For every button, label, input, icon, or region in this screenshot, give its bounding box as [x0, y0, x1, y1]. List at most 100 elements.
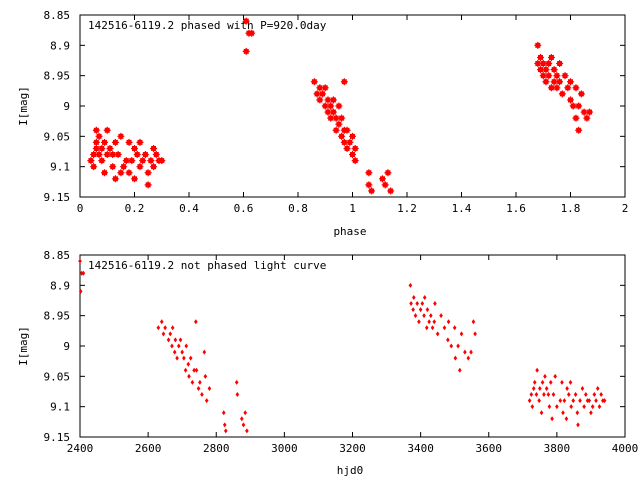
phased-plot-data-point-cross — [567, 96, 574, 104]
phased-plot-data-point-cross — [349, 151, 356, 159]
unphased-plot-data-point — [207, 385, 212, 391]
phased-plot-data-point-cross — [556, 60, 564, 68]
unphased-plot-data-point — [420, 301, 425, 307]
unphased-plot-data-point — [590, 404, 595, 410]
phased-plot-data-point-cross — [120, 163, 128, 171]
unphased-plot-data-point — [546, 392, 551, 398]
unphased-plot-points — [78, 258, 607, 434]
phased-plot-y-tick-label: 9.15 — [44, 191, 71, 204]
phased-plot-data-point-cross — [550, 66, 558, 74]
phased-plot-data-point-cross — [547, 53, 555, 61]
unphased-plot-data-point — [180, 349, 184, 355]
phased-plot-data-point-cross — [248, 29, 256, 37]
phased-plot-y-tick-label: 9.05 — [44, 130, 71, 143]
unphased-plot-data-point — [457, 367, 462, 373]
phased-plot-data-point-cross — [117, 169, 125, 177]
unphased-plot-data-point — [456, 343, 460, 349]
unphased-plot-y-tick-label: 9.05 — [44, 370, 71, 383]
phased-plot-x-tick-label: 1.8 — [561, 202, 581, 215]
unphased-plot-data-point — [573, 392, 578, 398]
unphased-plot-data-point — [433, 301, 437, 307]
phased-plot-data-point-cross — [92, 138, 100, 146]
phased-plot-data-point-cross — [340, 78, 348, 86]
unphased-plot-y-ticks: 8.85 8.9 8.95 9 9.05 9.1 9.15 — [44, 249, 625, 444]
phased-plot-data-point-cross — [572, 84, 580, 92]
unphased-plot-data-point — [429, 313, 433, 319]
unphased-plot-data-point — [535, 367, 539, 373]
unphased-plot-data-point — [187, 373, 191, 379]
unphased-plot-y-tick-label: 9.15 — [44, 431, 71, 444]
unphased-plot-data-point — [534, 392, 539, 398]
phased-plot-y-ticks: 8.85 8.9 8.95 9 9.05 9.1 9.15 — [44, 9, 625, 204]
phased-plot-data-point-cross — [351, 157, 359, 165]
unphased-plot-panel: 142516-6119.2 not phased light curve hjd… — [17, 249, 638, 477]
unphased-plot-data-point — [527, 398, 532, 404]
phased-plot-x-tick-label: 2 — [622, 202, 629, 215]
unphased-plot-data-point — [538, 385, 542, 391]
unphased-plot-data-point — [592, 392, 597, 398]
unphased-plot-data-point — [422, 294, 427, 300]
unphased-plot-data-point — [243, 410, 248, 416]
unphased-plot-data-point — [221, 410, 226, 416]
unphased-plot-data-point — [194, 319, 198, 325]
phased-plot-data-point-cross — [95, 132, 103, 140]
unphased-plot-y-tick-label: 8.95 — [44, 310, 71, 323]
unphased-plot-data-point — [543, 373, 547, 379]
phased-plot-data-point-cross — [545, 60, 553, 68]
unphased-plot-data-point — [473, 331, 477, 337]
phased-plot-x-tick-label: 1 — [349, 202, 356, 215]
phased-plot-data-point-cross — [242, 47, 250, 55]
unphased-plot-data-point — [578, 398, 582, 404]
unphased-plot-frame — [79, 254, 626, 438]
phased-plot-panel: 142516-6119.2 phased with P=920.0day pha… — [17, 9, 628, 238]
unphased-plot-data-point — [459, 331, 464, 337]
phased-plot-data-point-cross — [321, 84, 329, 92]
phased-plot-data-point-cross — [329, 108, 337, 116]
unphased-plot-data-point — [170, 343, 174, 349]
unphased-plot-x-tick-label: 3400 — [407, 442, 434, 455]
unphased-plot-data-point — [408, 282, 413, 288]
phased-plot-data-point-cross — [114, 151, 122, 159]
unphased-plot-data-point — [196, 385, 201, 391]
phased-plot-data-point-cross — [583, 114, 591, 122]
phased-plot-data-point-cross — [131, 175, 138, 183]
unphased-plot-data-point — [529, 392, 534, 398]
unphased-plot-title: 142516-6119.2 not phased light curve — [88, 259, 326, 272]
phased-plot-title: 142516-6119.2 phased with P=920.0day — [88, 19, 327, 32]
phased-plot-data-point-cross — [310, 78, 318, 86]
unphased-plot-data-point — [551, 392, 556, 398]
unphased-plot-data-point — [183, 367, 188, 373]
phased-plot-data-point-cross — [564, 84, 572, 92]
unphased-plot-data-point — [537, 398, 541, 404]
unphased-plot-data-point — [589, 410, 593, 416]
unphased-plot-data-point — [560, 379, 564, 385]
phased-plot-data-point-cross — [542, 66, 550, 74]
unphased-plot-data-point — [530, 404, 535, 410]
unphased-plot-data-point — [435, 331, 440, 337]
phased-plot-data-point-cross — [101, 138, 109, 146]
unphased-plot-data-point — [595, 385, 600, 391]
phased-plot-data-point-cross — [117, 132, 125, 140]
unphased-plot-data-point — [540, 379, 545, 385]
unphased-plot-data-point — [194, 367, 199, 373]
unphased-plot-data-point — [170, 325, 175, 331]
phased-plot-data-point-cross — [152, 151, 160, 159]
phased-plot-data-point-cross — [101, 169, 109, 177]
unphased-plot-data-point — [531, 385, 536, 391]
phased-plot-y-tick-label: 8.9 — [50, 39, 70, 52]
unphased-plot-data-point — [466, 355, 471, 361]
phased-plot-data-point-cross — [572, 114, 580, 122]
unphased-plot-data-point — [186, 361, 191, 367]
unphased-plot-data-point — [542, 392, 546, 398]
unphased-plot-y-tick-label: 9 — [63, 340, 70, 353]
unphased-plot-data-point — [412, 294, 416, 300]
unphased-plot-data-point — [566, 392, 571, 398]
unphased-plot-data-point — [602, 398, 607, 404]
unphased-plot-data-point — [172, 349, 177, 355]
unphased-plot-x-tick-label: 3600 — [476, 442, 503, 455]
phased-plot-points — [87, 17, 594, 195]
phased-plot-data-point-cross — [98, 144, 106, 152]
phased-plot-data-point-cross — [567, 78, 574, 86]
phased-plot-data-point-cross — [335, 120, 343, 128]
